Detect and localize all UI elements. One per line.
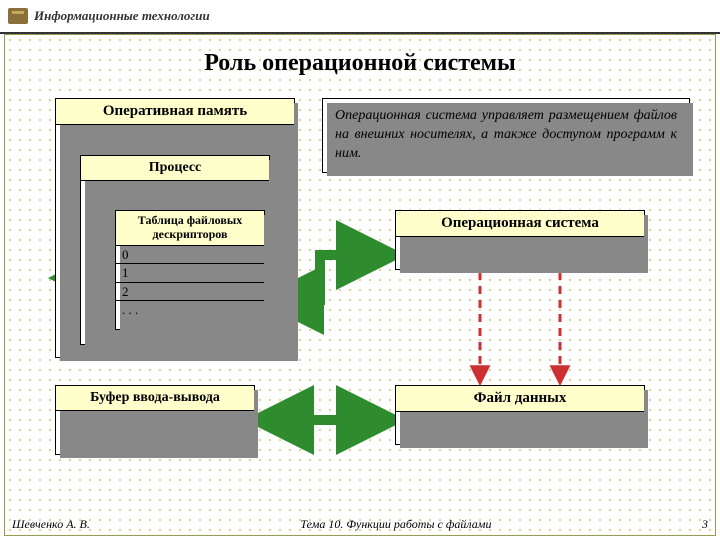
fd-row: 2 xyxy=(116,283,264,302)
os-box: Операционная система xyxy=(395,210,645,270)
footer-page: 3 xyxy=(702,517,708,532)
fd-row: 1 xyxy=(116,264,264,283)
fd-row: . . . xyxy=(116,301,264,319)
file-box: Файл данных xyxy=(395,385,645,445)
fd-table-label: Таблица файловых дескрипторов xyxy=(116,211,264,246)
book-icon xyxy=(8,8,28,24)
footer-author: Шевченко А. В. xyxy=(12,517,90,532)
io-buffer-label: Буфер ввода-вывода xyxy=(56,386,254,411)
fd-rows: 012. . . xyxy=(116,246,264,319)
ram-label: Оперативная память xyxy=(56,99,294,125)
footer-topic: Тема 10. Функции работы с файлами xyxy=(300,517,491,532)
os-label: Операционная система xyxy=(396,211,644,237)
header-title: Информационные технологии xyxy=(34,8,210,24)
description-box: Операционная система управляет размещени… xyxy=(322,98,690,173)
description-text: Операционная система управляет размещени… xyxy=(335,108,677,161)
header-bar: Информационные технологии xyxy=(0,0,720,34)
fd-table-box: Таблица файловых дескрипторов 012. . . xyxy=(115,210,265,330)
io-buffer-box: Буфер ввода-вывода xyxy=(55,385,255,455)
main-title: Роль операционной системы xyxy=(0,50,720,77)
footer: Шевченко А. В. Тема 10. Функции работы с… xyxy=(12,517,708,532)
fd-row: 0 xyxy=(116,246,264,265)
file-label: Файл данных xyxy=(396,386,644,412)
process-label: Процесс xyxy=(81,156,269,181)
